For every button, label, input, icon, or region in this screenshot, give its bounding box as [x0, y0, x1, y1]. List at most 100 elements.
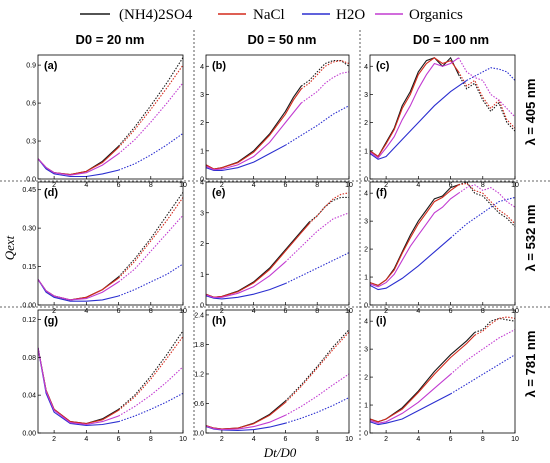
y-tick-label-f: 2 [364, 247, 368, 254]
series-line-dotted-nacl-g [118, 336, 183, 411]
row-header-405nm: λ = 405 nm [523, 79, 538, 146]
legend-label-nacl: NaCl [253, 7, 285, 23]
series-line-organics-i [370, 373, 451, 424]
y-tick-label-h: 1.8 [194, 342, 204, 349]
y-tick-label-a: 0.0 [26, 177, 36, 184]
series-line-nacl-c [370, 57, 460, 158]
series-line-h2o-i [370, 393, 451, 426]
panel-frame-h [205, 309, 350, 434]
series-line-dotted-h2o-c [466, 67, 515, 81]
series-line-dotted-organics-h [285, 373, 349, 416]
series-line-organics-b [206, 102, 302, 171]
x-tick-label-c: 4 [416, 182, 420, 189]
series-line-organics-c [370, 57, 459, 159]
y-tick-label-i: 4 [364, 319, 368, 326]
y-tick-label-e: 2 [200, 241, 204, 248]
series-line-organics-f [370, 192, 459, 288]
series-line-nh42so4-d [38, 276, 119, 301]
series-line-nacl-g [38, 347, 119, 425]
y-tick-label-b: 0 [200, 177, 204, 184]
x-tick-label-d: 8 [149, 308, 153, 315]
panel-series-d [38, 191, 183, 302]
x-tick-label-e: 4 [252, 308, 256, 315]
series-line-nh42so4-e [206, 221, 310, 298]
series-line-dotted-organics-c [458, 57, 515, 118]
panel-label-f: (f) [376, 187, 387, 199]
panel-frame-a [37, 54, 184, 180]
series-line-dotted-nacl-h [285, 331, 349, 403]
panel-series-c [370, 56, 515, 160]
series-line-nacl-b [206, 88, 302, 170]
series-line-dotted-h2o-h [285, 397, 349, 424]
series-line-dotted-organics-g [118, 366, 183, 417]
y-tick-label-g: 0.00 [22, 431, 36, 438]
panel-frame-c [369, 54, 516, 180]
series-line-dotted-organics-i [450, 329, 515, 375]
x-tick-label-b: 2 [220, 182, 224, 189]
series-line-organics-e [206, 261, 286, 299]
panel-frame-i [369, 309, 516, 434]
column-header-100nm: D0 = 100 nm [413, 32, 489, 47]
y-tick-label-c: 0 [364, 177, 368, 184]
panel-label-h: (h) [212, 315, 226, 327]
column-header-50nm: D0 = 50 nm [247, 32, 316, 47]
x-tick-label-a: 6 [117, 182, 121, 189]
x-tick-label-h: 6 [283, 436, 287, 443]
x-tick-label-b: 6 [283, 182, 287, 189]
row-header-781nm: λ = 781 nm [523, 331, 538, 398]
panel-series-e [206, 192, 349, 300]
series-line-dotted-nacl-e [308, 192, 349, 224]
series-line-dotted-nh42so4-b [300, 60, 349, 87]
x-tick-label-b: 4 [252, 182, 256, 189]
series-line-dotted-nh42so4-d [118, 191, 183, 278]
series-line-dotted-nacl-d [118, 197, 183, 279]
series-line-h2o-d [38, 279, 119, 302]
series-line-h2o-e [206, 282, 286, 300]
x-tick-label-c: 8 [481, 182, 485, 189]
series-line-h2o-a [38, 158, 119, 178]
x-tick-label-f: 6 [449, 308, 453, 315]
x-tick-label-i: 6 [449, 436, 453, 443]
series-line-dotted-h2o-i [450, 354, 515, 395]
series-line-organics-a [38, 153, 119, 176]
y-tick-label-f: 1 [364, 275, 368, 282]
x-tick-label-c: 6 [449, 182, 453, 189]
series-line-dotted-h2o-b [285, 105, 349, 146]
series-line-organics-g [38, 347, 119, 426]
panel-series-f [370, 182, 515, 291]
legend-label-nh4so4: (NH4)2SO4 [119, 7, 193, 23]
y-tick-label-f: 0 [364, 303, 368, 310]
x-tick-label-i: 8 [481, 436, 485, 443]
x-tick-label-f: 4 [416, 308, 420, 315]
series-line-dotted-nacl-f [458, 182, 515, 225]
series-line-dotted-nacl-a [118, 64, 183, 148]
y-tick-label-g: 0.08 [22, 355, 36, 362]
x-tick-label-g: 2 [52, 436, 56, 443]
series-line-dotted-nh42so4-c [458, 74, 515, 132]
y-tick-label-a: 0.6 [26, 101, 36, 108]
column-header-20nm: D0 = 20 nm [75, 32, 144, 47]
x-tick-label-f: 8 [481, 308, 485, 315]
panel-series-a [38, 57, 183, 178]
y-tick-label-i: 1 [364, 403, 368, 410]
y-tick-label-b: 3 [200, 92, 204, 99]
y-tick-label-i: 0 [364, 431, 368, 438]
series-line-nh42so4-h [206, 400, 286, 430]
panel-label-b: (b) [212, 60, 226, 72]
series-line-dotted-nh42so4-f [458, 182, 515, 228]
x-tick-label-e: 8 [315, 308, 319, 315]
x-tick-label-g: 10 [179, 436, 187, 443]
panel-frame-f [369, 181, 516, 306]
panel-h: 0.0 0.6 1.2 1.8 2.4 2 4 6 8 10 (h) [194, 309, 353, 443]
x-tick-label-i: 10 [511, 436, 519, 443]
x-tick-label-a: 8 [149, 182, 153, 189]
series-line-dotted-nh42so4-i [474, 317, 515, 333]
series-line-h2o-g [38, 347, 119, 426]
panel-series-g [38, 330, 183, 426]
series-line-nh42so4-f [370, 184, 459, 287]
y-tick-label-c: 2 [364, 120, 368, 127]
series-line-dotted-organics-d [118, 214, 183, 283]
